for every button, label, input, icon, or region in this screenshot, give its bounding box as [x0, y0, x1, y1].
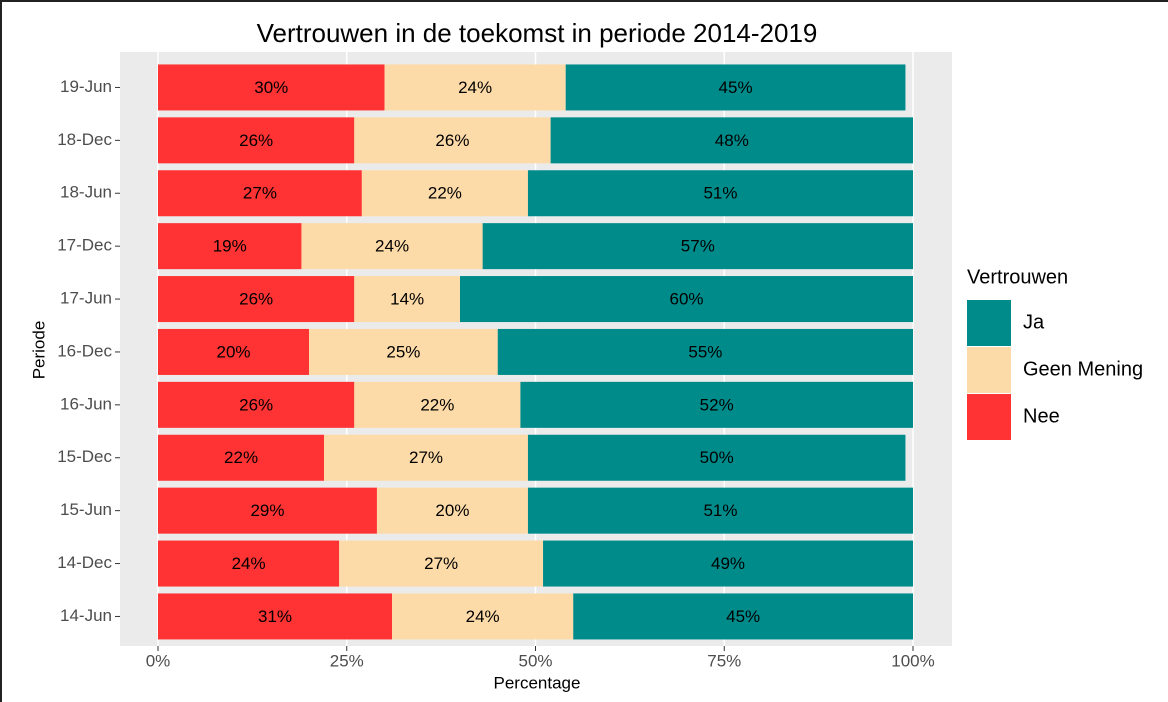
- y-tick-label: 17-Dec: [57, 236, 112, 255]
- data-label: 52%: [700, 395, 734, 414]
- y-tick-label: 15-Dec: [57, 447, 112, 466]
- bar-segment: [158, 117, 355, 164]
- legend-key: [967, 347, 1011, 393]
- bar-segment: [376, 487, 528, 534]
- y-axis-label: Periode: [29, 321, 48, 380]
- data-label: 51%: [703, 184, 737, 203]
- data-label: 48%: [715, 131, 749, 150]
- chart-title: Vertrouwen in de toekomst in periode 201…: [257, 18, 818, 48]
- bar-segment: [361, 170, 528, 217]
- legend-label: Ja: [1023, 311, 1045, 333]
- y-tick-label: 15-Jun: [60, 500, 112, 519]
- bar-segment: [158, 170, 362, 217]
- legend-label: Nee: [1023, 405, 1060, 427]
- bar-segment: [482, 223, 913, 270]
- bar-segment: [158, 328, 309, 375]
- legend-title: Vertrouwen: [967, 266, 1068, 288]
- x-tick-label: 100%: [891, 651, 934, 670]
- x-tick-label: 50%: [518, 651, 552, 670]
- bar-segment: [550, 117, 913, 164]
- x-axis-label: Percentage: [494, 673, 581, 692]
- data-label: 26%: [239, 131, 273, 150]
- data-label: 45%: [719, 78, 753, 97]
- y-tick-label: 16-Dec: [57, 341, 112, 360]
- data-label: 55%: [688, 342, 722, 361]
- bar-segment: [527, 434, 906, 481]
- bar-segment: [354, 117, 551, 164]
- bar-segment: [354, 381, 521, 428]
- data-label: 24%: [466, 607, 500, 626]
- data-label: 27%: [409, 448, 443, 467]
- data-label: 22%: [224, 448, 258, 467]
- bar-segment: [309, 328, 498, 375]
- bar-segment: [158, 593, 393, 640]
- y-tick-label: 16-Jun: [60, 394, 112, 413]
- data-label: 51%: [703, 501, 737, 520]
- data-label: 26%: [239, 290, 273, 309]
- bar-segment: [158, 223, 302, 270]
- data-label: 30%: [254, 78, 288, 97]
- bar-segment: [573, 593, 913, 640]
- y-tick-label: 14-Dec: [57, 553, 112, 572]
- data-label: 29%: [250, 501, 284, 520]
- y-tick-label: 19-Jun: [60, 77, 112, 96]
- data-label: 20%: [216, 342, 250, 361]
- bar-segment: [384, 64, 566, 111]
- y-tick-label: 14-Jun: [60, 606, 112, 625]
- x-tick-label: 75%: [707, 651, 741, 670]
- data-label: 14%: [390, 290, 424, 309]
- bar-segment: [520, 381, 913, 428]
- data-label: 24%: [232, 554, 266, 573]
- data-label: 31%: [258, 607, 292, 626]
- data-label: 22%: [428, 184, 462, 203]
- data-label: 57%: [681, 237, 715, 256]
- bar-segment: [460, 276, 913, 323]
- legend-label: Geen Mening: [1023, 358, 1143, 380]
- data-label: 26%: [435, 131, 469, 150]
- bar-segment: [527, 487, 913, 534]
- data-label: 20%: [435, 501, 469, 520]
- data-label: 19%: [213, 237, 247, 256]
- data-label: 49%: [711, 554, 745, 573]
- data-label: 27%: [424, 554, 458, 573]
- bar-segment: [301, 223, 483, 270]
- data-label: 24%: [375, 237, 409, 256]
- bar-segment: [324, 434, 528, 481]
- data-label: 60%: [669, 290, 703, 309]
- bar-segment: [339, 540, 544, 587]
- data-label: 45%: [726, 607, 760, 626]
- x-tick-label: 0%: [146, 651, 171, 670]
- data-label: 22%: [420, 395, 454, 414]
- bar-segment: [158, 540, 340, 587]
- data-label: 24%: [458, 78, 492, 97]
- y-tick-label: 18-Jun: [60, 183, 112, 202]
- data-label: 50%: [700, 448, 734, 467]
- bar-segment: [158, 434, 325, 481]
- bar-segment: [158, 487, 377, 534]
- data-label: 25%: [386, 342, 420, 361]
- x-tick-label: 25%: [330, 651, 364, 670]
- bar-segment: [497, 328, 913, 375]
- bar-segment: [543, 540, 913, 587]
- legend-key: [967, 394, 1011, 440]
- bar-segment: [158, 64, 385, 111]
- bar-segment: [158, 276, 355, 323]
- bar-segment: [392, 593, 574, 640]
- bar-segment: [527, 170, 913, 217]
- bar-segment: [565, 64, 906, 111]
- legend-key: [967, 300, 1011, 346]
- data-label: 27%: [243, 184, 277, 203]
- data-label: 26%: [239, 395, 273, 414]
- bar-segment: [158, 381, 355, 428]
- y-tick-label: 18-Dec: [57, 130, 112, 149]
- y-tick-label: 17-Jun: [60, 289, 112, 308]
- bar-segment: [354, 276, 460, 323]
